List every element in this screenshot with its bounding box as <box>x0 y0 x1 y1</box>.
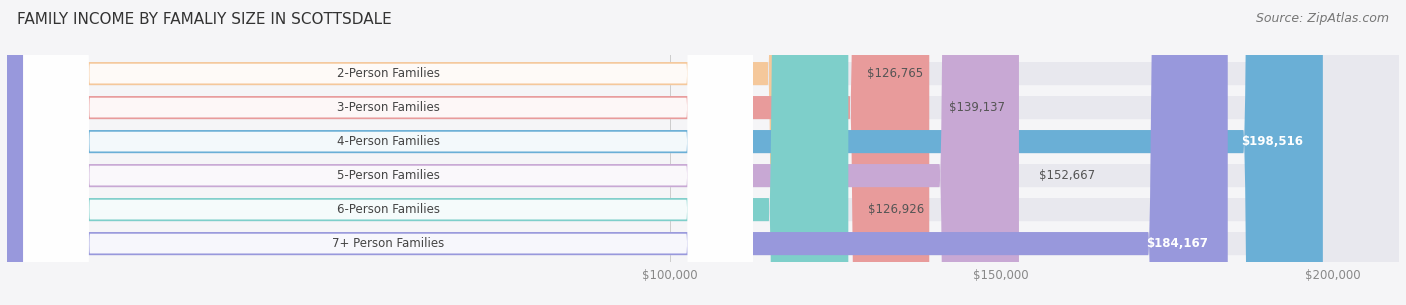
Text: Source: ZipAtlas.com: Source: ZipAtlas.com <box>1256 12 1389 25</box>
Text: $126,926: $126,926 <box>869 203 925 216</box>
FancyBboxPatch shape <box>24 0 752 305</box>
Text: $198,516: $198,516 <box>1241 135 1303 148</box>
FancyBboxPatch shape <box>7 0 1399 305</box>
Text: $139,137: $139,137 <box>949 101 1005 114</box>
Text: FAMILY INCOME BY FAMALIY SIZE IN SCOTTSDALE: FAMILY INCOME BY FAMALIY SIZE IN SCOTTSD… <box>17 12 392 27</box>
FancyBboxPatch shape <box>7 0 1399 305</box>
Text: $184,167: $184,167 <box>1146 237 1208 250</box>
FancyBboxPatch shape <box>24 0 752 305</box>
FancyBboxPatch shape <box>7 0 1019 305</box>
Text: 3-Person Families: 3-Person Families <box>336 101 440 114</box>
FancyBboxPatch shape <box>24 0 752 305</box>
Text: 5-Person Families: 5-Person Families <box>336 169 440 182</box>
FancyBboxPatch shape <box>7 0 1323 305</box>
FancyBboxPatch shape <box>7 0 1399 305</box>
FancyBboxPatch shape <box>7 0 848 305</box>
Text: 6-Person Families: 6-Person Families <box>336 203 440 216</box>
Text: 4-Person Families: 4-Person Families <box>336 135 440 148</box>
FancyBboxPatch shape <box>24 0 752 305</box>
Text: 2-Person Families: 2-Person Families <box>336 67 440 80</box>
FancyBboxPatch shape <box>24 0 752 305</box>
FancyBboxPatch shape <box>7 0 929 305</box>
Text: $126,765: $126,765 <box>868 67 924 80</box>
Text: 7+ Person Families: 7+ Person Families <box>332 237 444 250</box>
FancyBboxPatch shape <box>7 0 1399 305</box>
FancyBboxPatch shape <box>7 0 848 305</box>
FancyBboxPatch shape <box>24 0 752 305</box>
FancyBboxPatch shape <box>7 0 1399 305</box>
FancyBboxPatch shape <box>7 0 1227 305</box>
Text: $152,667: $152,667 <box>1039 169 1095 182</box>
FancyBboxPatch shape <box>7 0 1399 305</box>
